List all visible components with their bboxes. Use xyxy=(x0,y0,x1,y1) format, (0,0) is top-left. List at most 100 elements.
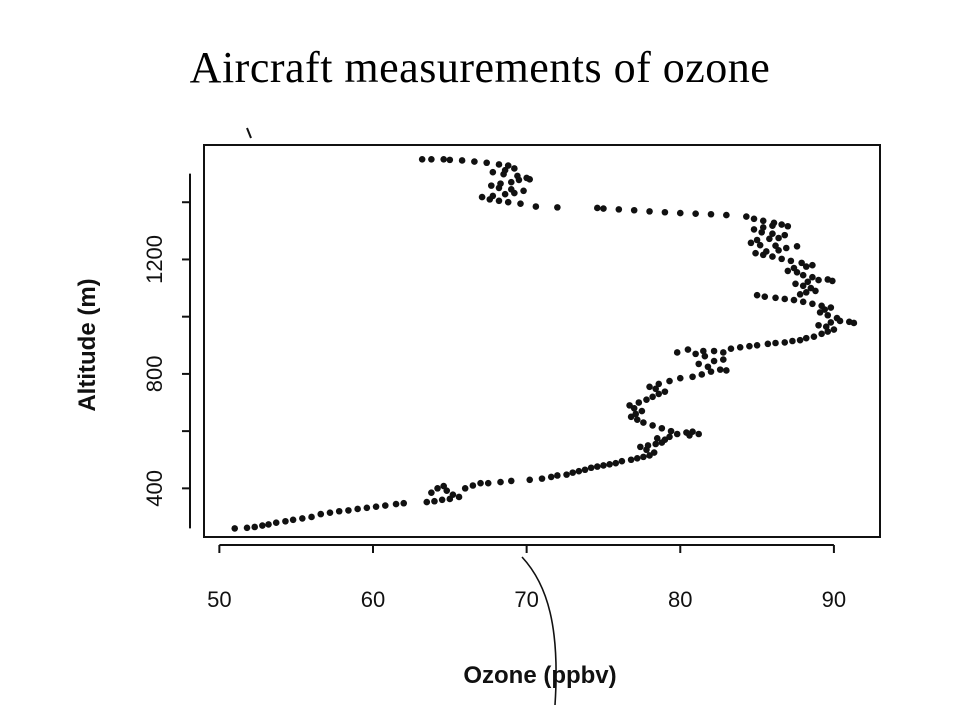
data-point xyxy=(772,242,779,250)
data-point xyxy=(265,521,272,528)
data-point xyxy=(653,434,661,442)
data-point xyxy=(440,482,447,490)
data-point xyxy=(809,300,816,308)
data-point xyxy=(514,172,521,180)
data-point xyxy=(667,427,675,435)
data-point xyxy=(563,471,570,478)
x-tick-label: 70 xyxy=(514,587,538,612)
data-point xyxy=(428,489,435,496)
data-point xyxy=(289,516,297,524)
data-point xyxy=(753,236,761,244)
data-point xyxy=(477,479,484,487)
data-point xyxy=(658,424,666,432)
y-tick-label: 800 xyxy=(142,356,167,393)
data-point xyxy=(769,230,776,238)
data-point xyxy=(638,407,646,415)
data-point xyxy=(418,156,426,163)
data-point xyxy=(646,383,653,391)
data-point xyxy=(523,174,530,182)
data-point xyxy=(251,523,258,531)
data-point xyxy=(400,499,408,507)
data-point xyxy=(810,333,818,341)
data-point xyxy=(643,396,650,403)
data-point xyxy=(778,221,785,228)
data-point xyxy=(759,217,767,225)
data-point xyxy=(822,323,830,330)
data-point xyxy=(727,345,735,353)
data-point xyxy=(764,340,772,348)
data-point xyxy=(630,206,638,214)
data-point xyxy=(438,496,446,504)
data-point xyxy=(517,200,524,207)
data-point xyxy=(815,321,822,329)
data-point xyxy=(612,459,620,467)
data-point xyxy=(489,192,497,200)
data-point xyxy=(449,491,457,498)
data-point xyxy=(736,343,744,351)
data-point xyxy=(507,186,515,193)
x-tick-label: 60 xyxy=(361,587,385,612)
data-point xyxy=(781,339,789,346)
data-point xyxy=(790,296,798,304)
data-point xyxy=(501,190,509,198)
data-point xyxy=(809,273,816,281)
data-point xyxy=(833,314,841,322)
data-point xyxy=(818,302,825,310)
data-point xyxy=(676,209,684,217)
data-point xyxy=(782,244,790,252)
data-point xyxy=(802,263,810,270)
data-point xyxy=(423,498,431,506)
data-point xyxy=(458,157,466,164)
data-point xyxy=(381,502,389,509)
data-point xyxy=(326,509,334,516)
data-point xyxy=(804,278,812,286)
x-axis-label: Ozone (ppbv) xyxy=(463,662,616,689)
data-point xyxy=(784,222,792,230)
data-point xyxy=(644,442,652,449)
data-point xyxy=(243,524,251,532)
data-point xyxy=(787,257,795,265)
data-point xyxy=(594,463,601,470)
data-point xyxy=(495,161,503,168)
data-point xyxy=(461,485,469,492)
data-point xyxy=(700,347,707,355)
data-point xyxy=(673,349,681,356)
data-point xyxy=(649,422,656,429)
data-point xyxy=(695,360,703,368)
y-tick-label: 1200 xyxy=(142,235,167,284)
data-point xyxy=(469,482,477,489)
data-point xyxy=(753,291,761,299)
data-point xyxy=(532,203,540,210)
data-point xyxy=(615,206,623,213)
data-point xyxy=(483,159,490,167)
data-point xyxy=(272,519,280,526)
speck-mark xyxy=(246,127,252,139)
data-point xyxy=(392,500,400,508)
data-point xyxy=(440,156,447,163)
y-axis-label: Altitude (m) xyxy=(74,278,101,411)
data-point xyxy=(692,210,699,217)
data-point xyxy=(507,178,515,186)
data-point xyxy=(775,234,782,242)
data-point xyxy=(640,453,647,461)
data-point xyxy=(789,337,796,345)
data-point xyxy=(434,485,441,492)
data-point xyxy=(587,464,595,472)
data-point xyxy=(455,493,463,501)
data-point xyxy=(799,282,807,290)
data-point xyxy=(259,522,266,529)
data-point xyxy=(538,475,546,482)
data-point xyxy=(772,294,779,302)
data-point xyxy=(655,390,663,398)
data-point xyxy=(626,402,633,409)
data-point xyxy=(790,264,798,272)
data-point xyxy=(600,205,607,212)
data-point xyxy=(807,284,815,292)
data-point xyxy=(606,461,613,468)
data-point xyxy=(661,208,669,216)
data-point xyxy=(554,472,561,479)
data-point xyxy=(317,510,325,518)
data-point xyxy=(772,339,779,347)
data-point xyxy=(743,213,750,220)
